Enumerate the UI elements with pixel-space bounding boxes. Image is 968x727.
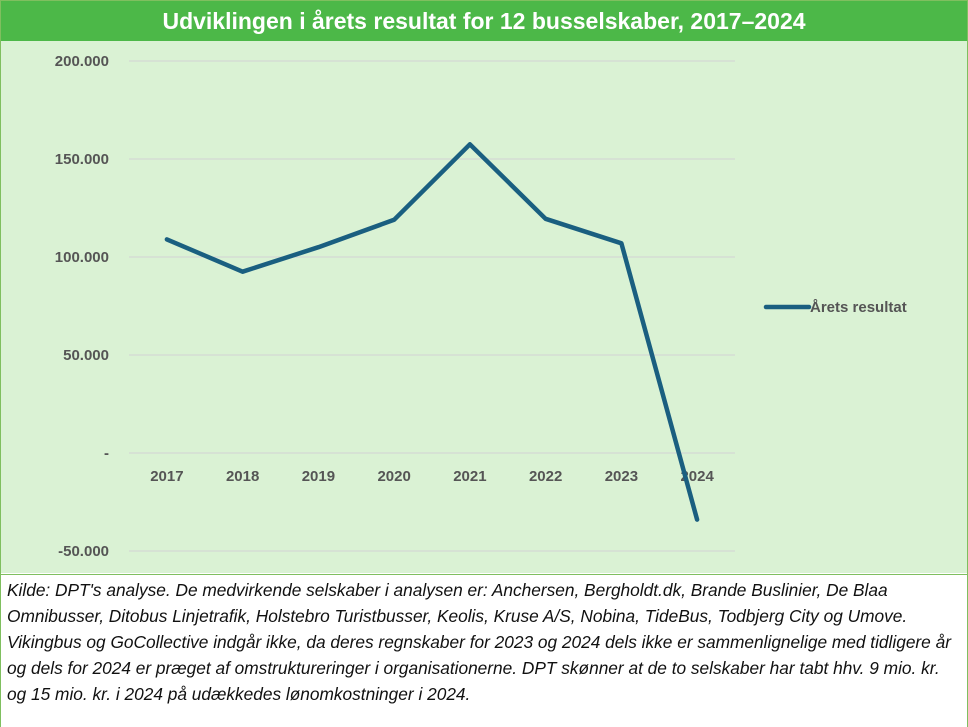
y-tick-label: 200.000: [55, 53, 109, 70]
series-line-0: [164, 142, 700, 522]
line-chart: 200.000 150.000 100.000 50.000 - -50.000 2017 2…: [55, 53, 907, 560]
x-tick-label: 2019: [302, 468, 335, 485]
x-tick-label: 2018: [226, 468, 259, 485]
x-tick-label: 2024: [680, 468, 714, 485]
y-tick-label: -: [104, 445, 109, 462]
x-tick-label: 2017: [150, 468, 183, 485]
chart-title: Udviklingen i årets resultat for 12 buss…: [162, 7, 806, 34]
y-tick-label: 50.000: [63, 347, 109, 364]
x-tick-label: 2021: [453, 468, 486, 485]
y-tick-label: -50.000: [58, 543, 109, 560]
title-bar: Udviklingen i årets resultat for 12 buss…: [1, 1, 967, 41]
x-tick-label: 2022: [529, 468, 562, 485]
y-tick-label: 100.000: [55, 249, 109, 266]
y-tick-label: 150.000: [55, 151, 109, 168]
source-note: Kilde: DPT's analyse. De medvirkende sel…: [1, 574, 967, 727]
plot-area: 200.000 150.000 100.000 50.000 - -50.000 2017 2…: [1, 41, 967, 573]
x-tick-label: 2023: [605, 468, 638, 485]
source-note-text: Kilde: DPT's analyse. De medvirkende sel…: [7, 580, 951, 704]
x-tick-label: 2020: [377, 468, 410, 485]
legend-label: Årets resultat: [810, 299, 907, 316]
